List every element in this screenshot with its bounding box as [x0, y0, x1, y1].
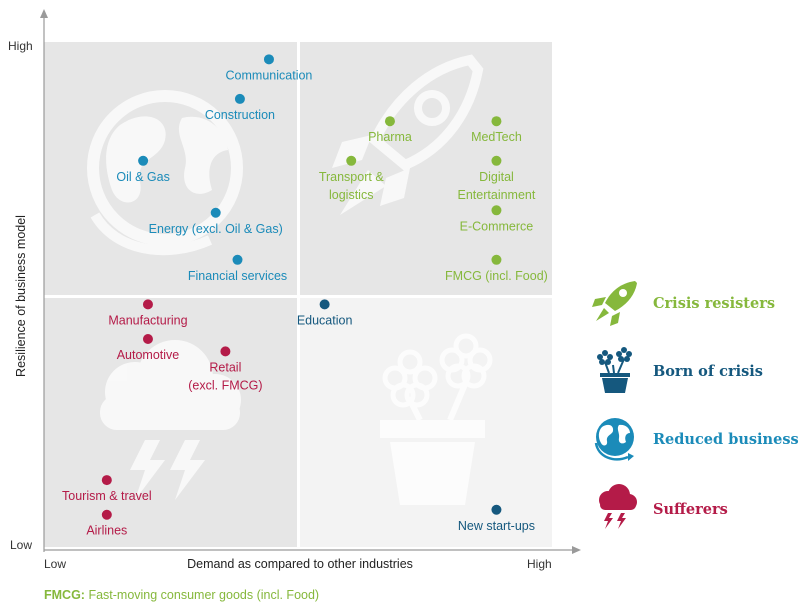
x-axis-title: Demand as compared to other industries	[187, 557, 413, 571]
point-label-fmcg-incl-food: FMCG (incl. Food)	[445, 269, 548, 283]
rocket-watermark-window	[414, 90, 450, 126]
point-e-commerce	[491, 205, 502, 216]
legend-label-reduced-business: Reduced business	[653, 430, 799, 448]
globe-watermark-ring	[87, 90, 243, 246]
point-label-new-start-ups: New start-ups	[458, 519, 535, 533]
globe-watermark-land	[178, 116, 228, 194]
cloud-watermark-part	[100, 395, 240, 430]
lightning-watermark-bolt	[130, 440, 165, 500]
axes: High Low Low High Demand as compared to …	[8, 9, 581, 571]
point-financial-services	[232, 254, 243, 265]
point-tourism-travel	[101, 475, 112, 486]
rocket-watermark-flame	[340, 170, 386, 215]
point-pharma	[384, 116, 395, 127]
globe-icon	[594, 418, 634, 461]
pot-watermark-body	[390, 442, 475, 505]
flower-watermark-petal	[397, 349, 423, 375]
storm-cloud-icon	[599, 484, 637, 529]
point-label-education: Education	[297, 313, 353, 327]
x-tick-high: High	[527, 557, 552, 571]
y-axis-arrow	[40, 9, 48, 18]
point-label-airlines: Airlines	[86, 524, 127, 538]
point-digital-entertainment	[491, 155, 502, 166]
legend-item-reduced-business: Reduced business	[588, 413, 799, 465]
point-label-pharma: Pharma	[368, 130, 412, 144]
point-construction	[234, 93, 245, 104]
flower-watermark-petal	[404, 382, 430, 408]
point-label-manufacturing: Manufacturing	[108, 313, 187, 327]
flower-watermark-petal	[461, 363, 487, 389]
point-label-retail-excl-fmcg: Retail (excl. FMCG)	[188, 360, 262, 392]
rocket-watermark-body	[368, 54, 484, 171]
point-manufacturing	[142, 299, 153, 310]
point-oil-gas	[138, 155, 149, 166]
lightning-watermark-bolt	[170, 440, 205, 500]
point-label-energy-excl-oil-gas: Energy (excl. Oil & Gas)	[149, 222, 283, 236]
legend-label-sufferers: Sufferers	[653, 500, 728, 518]
point-energy-excl-oil-gas	[210, 207, 221, 218]
legend-item-born-of-crisis: Born of crisis	[588, 345, 798, 397]
flower-watermark-petal	[445, 363, 471, 389]
point-label-tourism-travel: Tourism & travel	[62, 489, 152, 503]
rocket-watermark-icon	[332, 54, 484, 215]
point-label-medtech: MedTech	[471, 130, 522, 144]
point-label-communication: Communication	[226, 68, 313, 82]
footnote-text: Fast-moving consumer goods (incl. Food)	[84, 588, 320, 602]
flower-pot-watermark-icon	[380, 333, 493, 505]
y-tick-low: Low	[10, 538, 32, 552]
point-label-digital-entertainment: Digital Entertainment	[458, 170, 536, 202]
point-airlines	[101, 509, 112, 520]
point-label-e-commerce: E-Commerce	[460, 219, 534, 233]
rocket-watermark-fin	[380, 168, 410, 206]
legend-label-crisis-resisters: Crisis resisters	[653, 294, 775, 312]
data-points: Communication Construction Oil & Gas Energy…	[62, 54, 548, 538]
storm-cloud-watermark-icon	[100, 340, 241, 500]
rocket-icon	[592, 281, 637, 326]
legend-item-sufferers: Sufferers	[588, 483, 798, 535]
point-label-oil-gas: Oil & Gas	[116, 170, 170, 184]
y-tick-high: High	[8, 39, 33, 53]
point-label-financial-services: Financial services	[188, 269, 287, 283]
x-axis-arrow	[572, 546, 581, 554]
rocket-watermark-fin	[332, 135, 372, 168]
footnote: FMCG: Fast-moving consumer goods (incl. …	[44, 588, 319, 602]
flower-watermark-stem	[407, 380, 469, 422]
x-tick-low: Low	[44, 557, 66, 571]
pot-watermark-rim	[380, 420, 485, 438]
legend-label-born-of-crisis: Born of crisis	[653, 362, 763, 380]
point-education	[319, 299, 330, 310]
point-retail-excl-fmcg	[220, 346, 231, 357]
point-medtech	[491, 116, 502, 127]
flower-watermark-petal	[453, 333, 479, 359]
point-new-start-ups	[491, 504, 502, 515]
globe-watermark-icon	[87, 90, 243, 256]
point-label-construction: Construction	[205, 108, 275, 122]
point-label-transport-logistics: Transport & logistics	[319, 170, 385, 202]
point-transport-logistics	[346, 155, 357, 166]
globe-watermark-arrow	[90, 212, 213, 256]
legend-item-crisis-resisters: Crisis resisters	[588, 277, 798, 329]
footnote-abbreviation: FMCG:	[44, 588, 85, 602]
globe-watermark-land	[106, 116, 166, 203]
y-axis-title: Resilience of business model	[14, 215, 28, 377]
point-automotive	[142, 334, 153, 344]
flower-watermark-petal	[390, 382, 416, 408]
quadrant-backgrounds	[44, 42, 552, 547]
point-communication	[263, 54, 274, 65]
point-label-automotive: Automotive	[117, 348, 180, 362]
quadrant-watermarks	[87, 54, 493, 505]
flower-pot-icon	[597, 347, 632, 393]
point-fmcg-incl-food	[491, 254, 502, 265]
